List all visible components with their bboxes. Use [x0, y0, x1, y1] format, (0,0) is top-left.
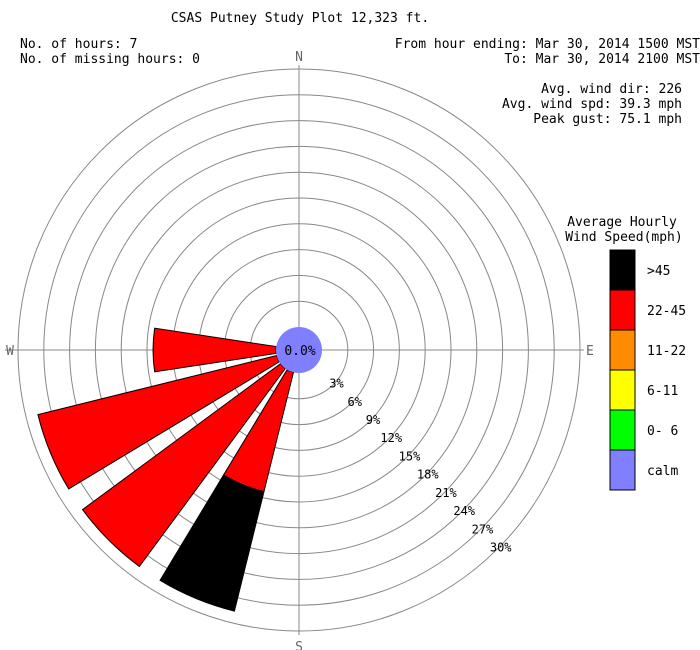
period-end: To: Mar 30, 2014 2100 MST — [504, 52, 700, 67]
period-start: From hour ending: Mar 30, 2014 1500 MST — [394, 37, 700, 52]
avg-wind-dir: Avg. wind dir: 226 — [541, 82, 682, 97]
legend-swatch — [609, 369, 636, 411]
compass-south: S — [295, 640, 303, 650]
legend-subtitle: Wind Speed(mph) — [565, 230, 682, 245]
ring-label: 30% — [490, 541, 512, 555]
legend-swatch — [609, 249, 636, 291]
legend-swatch — [609, 329, 636, 371]
legend-label: >45 — [647, 264, 670, 279]
ring-label: 15% — [399, 449, 421, 463]
legend-label: calm — [647, 464, 678, 479]
ring-label: 18% — [417, 468, 439, 482]
compass-west: W — [6, 344, 14, 359]
legend-swatch — [609, 289, 636, 331]
ring-label: 27% — [472, 522, 494, 536]
chart-title: CSAS Putney Study Plot 12,323 ft. — [170, 11, 430, 26]
ring-label: 24% — [453, 504, 475, 518]
wind-sector-segment — [159, 474, 265, 612]
compass-north: N — [295, 50, 303, 65]
calm-circle — [276, 327, 322, 373]
ring-label: 3% — [329, 377, 344, 391]
legend-label: 6-11 — [647, 384, 678, 399]
hours-count: No. of hours: 7 — [20, 37, 138, 52]
avg-wind-speed: Avg. wind spd: 39.3 mph — [501, 97, 682, 112]
legend-swatch — [609, 449, 636, 491]
legend-label: 11-22 — [647, 344, 686, 359]
ring-label: 9% — [366, 413, 381, 427]
compass-east: E — [586, 344, 594, 359]
missing-hours: No. of missing hours: 0 — [20, 52, 201, 67]
ring-label: 21% — [435, 486, 457, 500]
legend-label: 22-45 — [647, 304, 686, 319]
legend-swatch — [609, 409, 636, 451]
peak-gust: Peak gust: 75.1 mph — [533, 112, 682, 127]
ring-label: 6% — [348, 395, 363, 409]
calm-percent-label: 0.0% — [284, 344, 315, 359]
ring-label: 12% — [380, 431, 402, 445]
legend-label: 0- 6 — [647, 424, 678, 439]
legend-title: Average Hourly — [567, 215, 677, 230]
